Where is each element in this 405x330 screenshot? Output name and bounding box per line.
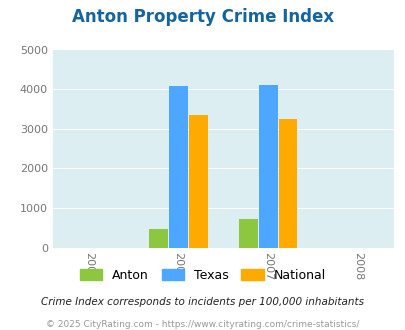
Bar [258,85,277,248]
Text: Anton Property Crime Index: Anton Property Crime Index [72,8,333,26]
Text: Crime Index corresponds to incidents per 100,000 inhabitants: Crime Index corresponds to incidents per… [41,297,364,307]
Bar [188,115,207,248]
Bar [239,219,257,248]
Legend: Anton, Texas, National: Anton, Texas, National [75,264,330,287]
Bar [278,119,296,248]
Bar [149,229,168,248]
Text: © 2025 CityRating.com - https://www.cityrating.com/crime-statistics/: © 2025 CityRating.com - https://www.city… [46,320,359,329]
Bar [168,85,188,248]
